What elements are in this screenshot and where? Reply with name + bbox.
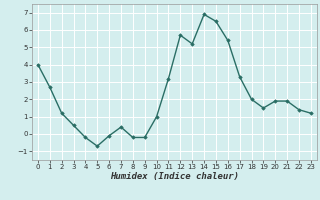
X-axis label: Humidex (Indice chaleur): Humidex (Indice chaleur) [110,172,239,181]
